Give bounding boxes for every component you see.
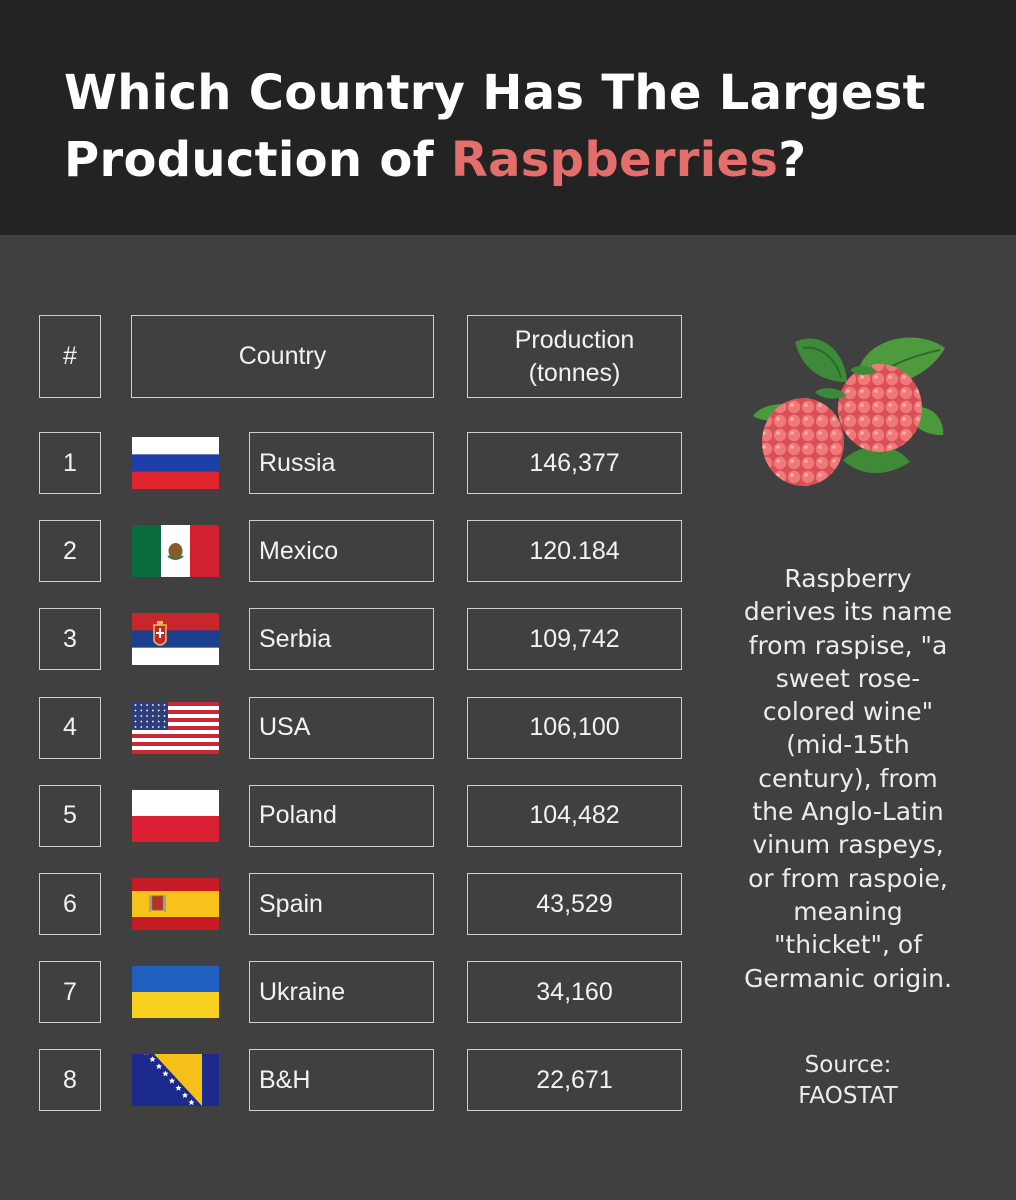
source-label: Source: <box>804 1052 892 1078</box>
rank-cell: 2 <box>39 520 101 583</box>
source-name: FAOSTAT <box>798 1083 898 1109</box>
page-title: Which Country Has The Largest Production… <box>64 60 964 194</box>
production-cell: 146,377 <box>467 432 682 494</box>
country-cell: Russia <box>249 432 434 494</box>
production-cell: 22,671 <box>467 1049 682 1112</box>
usa-flag-icon <box>132 701 219 754</box>
title-accent: Raspberries <box>450 132 779 188</box>
country-cell: USA <box>249 696 434 759</box>
country-cell: Poland <box>249 784 434 847</box>
russia-flag-icon <box>132 437 219 489</box>
country-cell: B&H <box>249 1049 434 1112</box>
ukraine-flag-icon <box>132 966 219 1019</box>
rank-cell: 6 <box>39 873 101 935</box>
production-cell: 109,742 <box>467 608 682 671</box>
production-cell: 104,482 <box>467 784 682 847</box>
bosnia-flag-icon <box>132 1054 219 1107</box>
country-cell: Mexico <box>249 520 434 583</box>
rank-cell: 3 <box>39 608 101 671</box>
spain-flag-icon <box>132 878 219 930</box>
raspberry-icon <box>753 337 945 486</box>
title-prefix: Production of <box>64 132 451 188</box>
poland-flag-icon <box>132 789 219 842</box>
side-note: Raspberry derives its name from raspise,… <box>743 564 953 993</box>
production-cell: 34,160 <box>467 961 682 1024</box>
title-line-1: Which Country Has The Largest <box>64 65 926 121</box>
header-banner: Which Country Has The Largest Production… <box>0 0 1016 235</box>
production-cell: 120.184 <box>467 520 682 583</box>
mexico-flag-icon <box>132 525 219 578</box>
rank-cell: 4 <box>39 696 101 759</box>
production-cell: 43,529 <box>467 873 682 935</box>
serbia-flag-icon <box>132 613 219 666</box>
header-country: Country <box>131 315 434 398</box>
rank-cell: 5 <box>39 784 101 847</box>
production-cell: 106,100 <box>467 696 682 759</box>
country-cell: Ukraine <box>249 961 434 1024</box>
rank-cell: 1 <box>39 432 101 494</box>
header-production: Production (tonnes) <box>467 315 682 398</box>
country-cell: Spain <box>249 873 434 935</box>
country-cell: Serbia <box>249 608 434 671</box>
source-credit: Source: FAOSTAT <box>736 1050 960 1112</box>
rank-cell: 7 <box>39 961 101 1024</box>
rank-cell: 8 <box>39 1049 101 1112</box>
title-line-2: Production of Raspberries? <box>64 127 964 194</box>
header-rank: # <box>39 315 101 398</box>
title-suffix: ? <box>778 132 807 188</box>
